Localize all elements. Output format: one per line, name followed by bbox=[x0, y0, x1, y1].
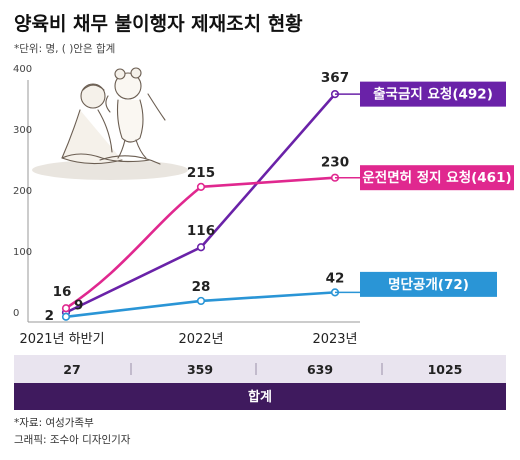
x-tick-label: 2022년 bbox=[178, 332, 223, 347]
data-label: 9 bbox=[74, 298, 83, 314]
y-tick-label: 100 bbox=[13, 247, 32, 258]
source-note: *자료: 여성가족부 bbox=[14, 417, 94, 429]
data-labels: 9 116 367 16 215 230 2 28 42 bbox=[45, 70, 350, 324]
totals-table: 27 359 639 1025 합계 bbox=[14, 355, 506, 410]
data-label: 16 bbox=[53, 284, 72, 300]
data-label: 215 bbox=[187, 165, 215, 181]
plot-points bbox=[61, 90, 340, 321]
data-label: 28 bbox=[192, 279, 211, 295]
y-tick-label: 200 bbox=[13, 186, 32, 197]
data-label: 230 bbox=[321, 155, 349, 171]
total-value: 1025 bbox=[428, 362, 463, 377]
totals-label-bg bbox=[14, 383, 506, 410]
x-axis: 2021년 하반기 2022년 2023년 bbox=[19, 321, 360, 347]
series-label: 명단공개(72) bbox=[388, 276, 469, 293]
total-value: 27 bbox=[63, 362, 80, 377]
data-point bbox=[196, 296, 206, 306]
data-point bbox=[196, 182, 206, 191]
y-tick-label: 400 bbox=[13, 64, 32, 75]
series-line bbox=[65, 176, 336, 310]
totals-row-bg bbox=[14, 355, 506, 383]
series-label-box bbox=[360, 81, 506, 107]
series-label-box bbox=[360, 271, 497, 297]
total-value: 359 bbox=[187, 362, 213, 377]
data-point bbox=[61, 312, 71, 321]
data-label: 116 bbox=[187, 223, 215, 239]
y-axis: 0 100 200 300 400 bbox=[13, 64, 32, 322]
data-point bbox=[61, 304, 71, 313]
data-label: 42 bbox=[326, 270, 345, 286]
x-tick-label: 2023년 bbox=[312, 332, 357, 347]
y-tick-label: 0 bbox=[13, 308, 19, 319]
credit-note: 그래픽: 조수아 디자인기자 bbox=[14, 434, 131, 446]
series-label-box bbox=[360, 165, 514, 191]
chart-subtitle: *단위: 명, ( )안은 합계 bbox=[14, 42, 115, 55]
chart-title: 양육비 채무 불이행자 제재조치 현황 bbox=[14, 12, 303, 35]
data-point bbox=[196, 243, 206, 252]
data-label: 2 bbox=[45, 308, 54, 324]
series-label: 출국금지 요청(492) bbox=[373, 86, 493, 103]
parent-baby-illustration bbox=[32, 67, 188, 180]
data-label: 367 bbox=[321, 70, 349, 86]
series-label: 운전면허 정지 요청(461) bbox=[362, 169, 511, 186]
x-tick-label: 2021년 하반기 bbox=[19, 332, 104, 347]
series-labels: 출국금지 요청(492) 운전면허 정지 요청(461) 명단공개(72) bbox=[335, 81, 514, 297]
total-value: 639 bbox=[307, 362, 333, 377]
y-tick-label: 300 bbox=[13, 125, 32, 136]
totals-label: 합계 bbox=[248, 389, 272, 405]
